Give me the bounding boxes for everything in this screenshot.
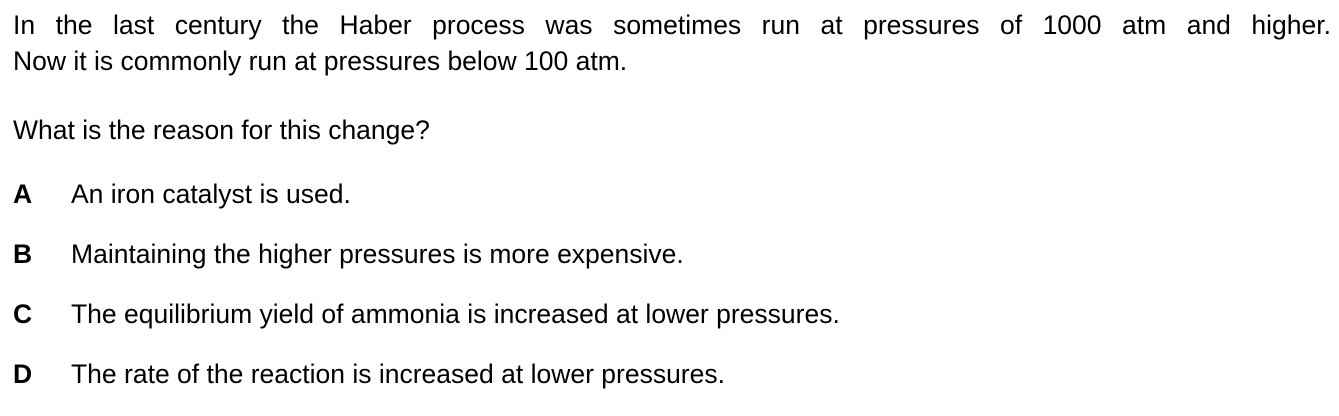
question-stem: In the last century the Haber process wa… [13,7,1331,79]
stem-line-1: In the last century the Haber process wa… [13,10,1331,40]
option-text: The equilibrium yield of ammonia is incr… [71,299,840,329]
option-letter: D [13,359,33,389]
option-letter: A [13,179,33,209]
answer-options: A An iron catalyst is used. B Maintainin… [13,176,1313,416]
option-a[interactable]: A An iron catalyst is used. [13,176,1313,236]
option-b[interactable]: B Maintaining the higher pressures is mo… [13,236,1313,296]
option-d[interactable]: D The rate of the reaction is increased … [13,356,1313,416]
option-letter: B [13,239,33,269]
option-text: The rate of the reaction is increased at… [71,359,725,389]
option-c[interactable]: C The equilibrium yield of ammonia is in… [13,296,1313,356]
question-prompt: What is the reason for this change? [13,115,430,145]
option-text: An iron catalyst is used. [71,179,351,209]
option-text: Maintaining the higher pressures is more… [71,239,684,269]
question-page: In the last century the Haber process wa… [13,7,1331,389]
stem-line-2: Now it is commonly run at pressures belo… [13,46,628,76]
option-letter: C [13,299,33,329]
